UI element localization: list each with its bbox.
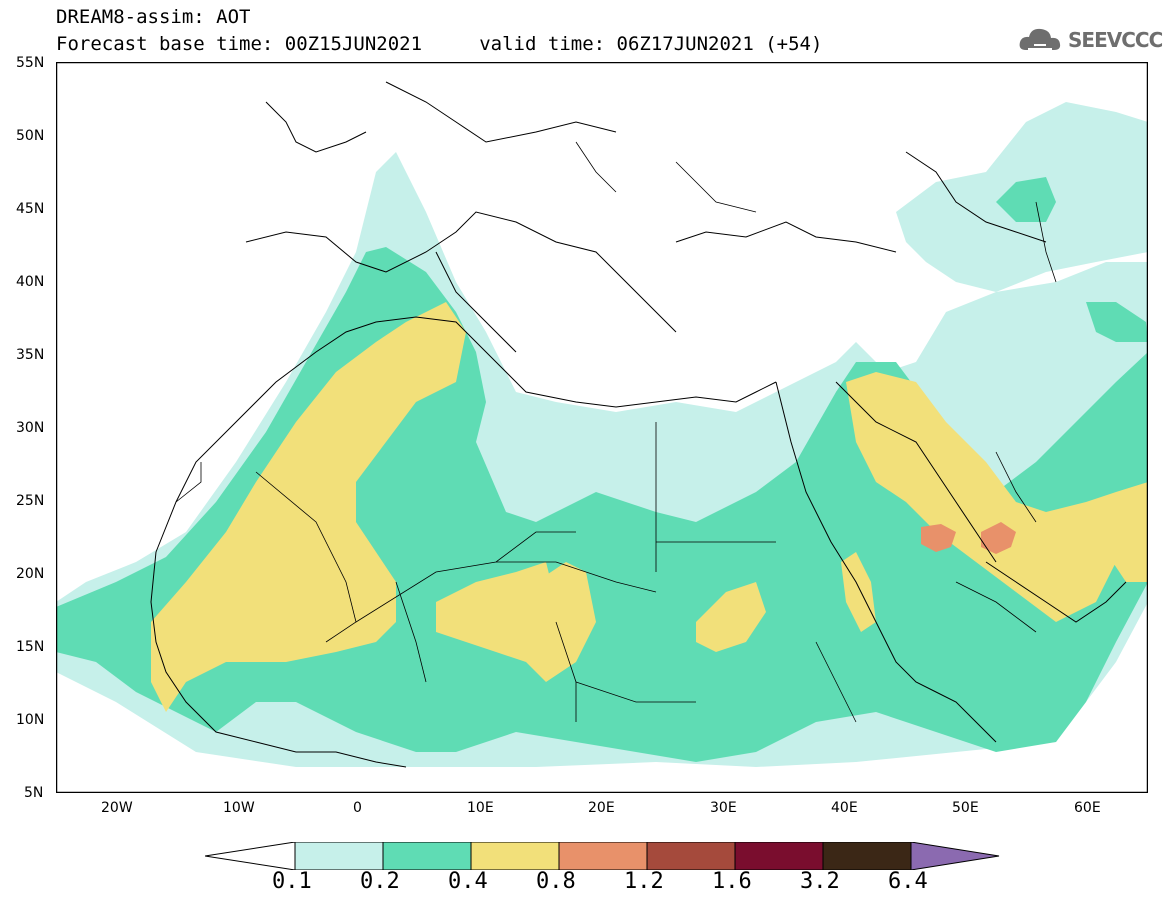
- colorbar-segment-under: [205, 842, 296, 870]
- colorbar-label-0.8: 0.8: [536, 869, 576, 894]
- lat-label-15N: 15N: [16, 639, 45, 655]
- colorbar-label-1.2: 1.2: [624, 869, 664, 894]
- lon-label-10E: 10E: [467, 800, 494, 816]
- colorbar-label-6.4: 6.4: [888, 869, 928, 894]
- colorbar-label-1.6: 1.6: [712, 869, 752, 894]
- colorbar-segment-1.6: [734, 842, 824, 870]
- aot-map: [56, 62, 1148, 793]
- lat-label-5N: 5N: [24, 785, 44, 801]
- seevccc-logo: SEEVCCC: [1018, 22, 1163, 58]
- lon-label-0: 0: [353, 800, 362, 816]
- colorbar-label-0.4: 0.4: [448, 869, 488, 894]
- lat-label-30N: 30N: [16, 420, 45, 436]
- lat-label-35N: 35N: [16, 347, 45, 363]
- colorbar-label-3.2: 3.2: [800, 869, 840, 894]
- lon-label-30E: 30E: [710, 800, 737, 816]
- colorbar-segment-0.8: [558, 842, 648, 870]
- aot-contour-0.4: [151, 302, 1148, 712]
- lon-label-40E: 40E: [831, 800, 858, 816]
- lat-label-20N: 20N: [16, 566, 45, 582]
- lon-label-20E: 20E: [588, 800, 615, 816]
- lon-label-20W: 20W: [101, 800, 133, 816]
- aot-contour-0.8: [921, 522, 1016, 554]
- lon-label-10W: 10W: [223, 800, 255, 816]
- colorbar-segment-0.1: [294, 842, 384, 870]
- lat-label-55N: 55N: [16, 55, 45, 71]
- lat-label-50N: 50N: [16, 128, 45, 144]
- colorbar-label-0.2: 0.2: [360, 869, 400, 894]
- colorbar-segment-0.2: [382, 842, 472, 870]
- colorbar-segment-1.2: [646, 842, 736, 870]
- country-borders: [175, 141, 1057, 723]
- colorbar-segment-3.2: [822, 842, 912, 870]
- lat-label-25N: 25N: [16, 493, 45, 509]
- cloud-icon: [1019, 28, 1061, 50]
- lat-label-45N: 45N: [16, 201, 45, 217]
- map-subtitle: Forecast base time: 00Z15JUN2021 valid t…: [56, 33, 823, 55]
- colorbar-segment-over: [910, 842, 1000, 870]
- logo-text: SEEVCCC: [1068, 28, 1163, 52]
- lat-label-10N: 10N: [16, 712, 45, 728]
- coastlines: [150, 81, 1127, 768]
- colorbar-segment-0.4: [470, 842, 560, 870]
- lon-label-60E: 60E: [1074, 800, 1101, 816]
- lat-label-40N: 40N: [16, 274, 45, 290]
- colorbar-label-0.1: 0.1: [272, 869, 312, 894]
- colorbar: [205, 842, 1000, 870]
- lon-label-50E: 50E: [952, 800, 979, 816]
- map-title: DREAM8-assim: AOT: [56, 6, 251, 28]
